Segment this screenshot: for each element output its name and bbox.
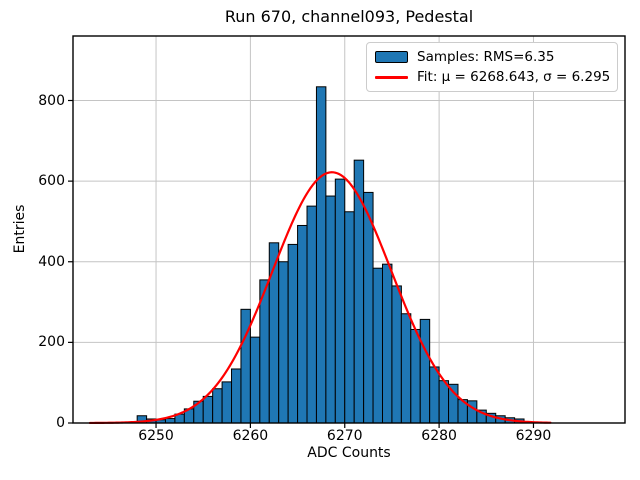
legend-item-samples: Samples: RMS=6.35 [375,49,609,65]
x-tick-label: 6250 [138,428,174,444]
y-tick-label: 400 [38,253,65,270]
x-tick-label: 6270 [326,428,363,444]
legend-item-fit: Fit: μ = 6268.643, σ = 6.295 [375,69,611,85]
x-tick-label: 6280 [421,428,457,444]
histogram-swatch-icon [375,51,408,63]
y-tick-label: 600 [38,173,65,190]
x-tick-label: 6290 [515,428,552,444]
chart-title: Run 670, channel093, Pedestal [224,7,474,26]
fit-line-icon [375,75,408,79]
legend: Samples: RMS=6.35 Fit: μ = 6268.643, σ =… [366,42,618,92]
x-tick-label: 6260 [232,428,269,444]
x-axis-label: ADC Counts [307,445,391,461]
y-tick-label: 200 [38,334,65,351]
y-tick-label: 0 [56,415,65,431]
y-tick-label: 800 [38,92,65,109]
legend-label-samples: Samples: RMS=6.35 [417,49,555,65]
y-axis-label: Entries [12,204,28,254]
legend-label-fit: Fit: μ = 6268.643, σ = 6.295 [417,69,611,85]
